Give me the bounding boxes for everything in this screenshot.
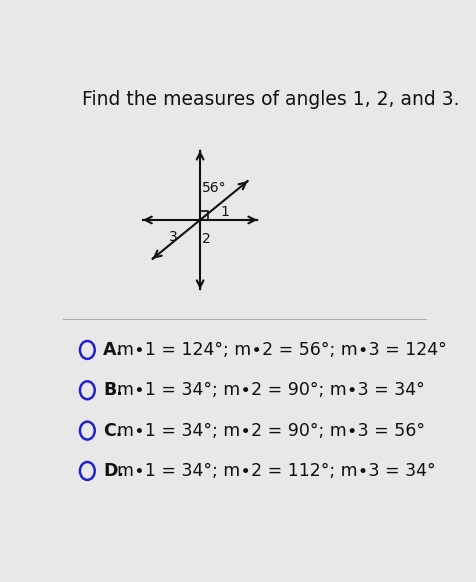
- Text: 2: 2: [202, 232, 211, 246]
- Text: m∙1 = 34°; m∙2 = 112°; m∙3 = 34°: m∙1 = 34°; m∙2 = 112°; m∙3 = 34°: [117, 462, 435, 480]
- Text: D.: D.: [103, 462, 124, 480]
- Text: 56°: 56°: [201, 182, 226, 196]
- Text: C.: C.: [103, 421, 122, 439]
- Text: m∙1 = 124°; m∙2 = 56°; m∙3 = 124°: m∙1 = 124°; m∙2 = 56°; m∙3 = 124°: [117, 341, 446, 359]
- Text: 1: 1: [220, 205, 229, 219]
- Text: B.: B.: [103, 381, 123, 399]
- Text: m∙1 = 34°; m∙2 = 90°; m∙3 = 34°: m∙1 = 34°; m∙2 = 90°; m∙3 = 34°: [117, 381, 424, 399]
- Text: 3: 3: [169, 230, 178, 244]
- Text: Find the measures of angles 1, 2, and 3.: Find the measures of angles 1, 2, and 3.: [82, 90, 458, 109]
- Text: A.: A.: [103, 341, 123, 359]
- Text: m∙1 = 34°; m∙2 = 90°; m∙3 = 56°: m∙1 = 34°; m∙2 = 90°; m∙3 = 56°: [117, 421, 424, 439]
